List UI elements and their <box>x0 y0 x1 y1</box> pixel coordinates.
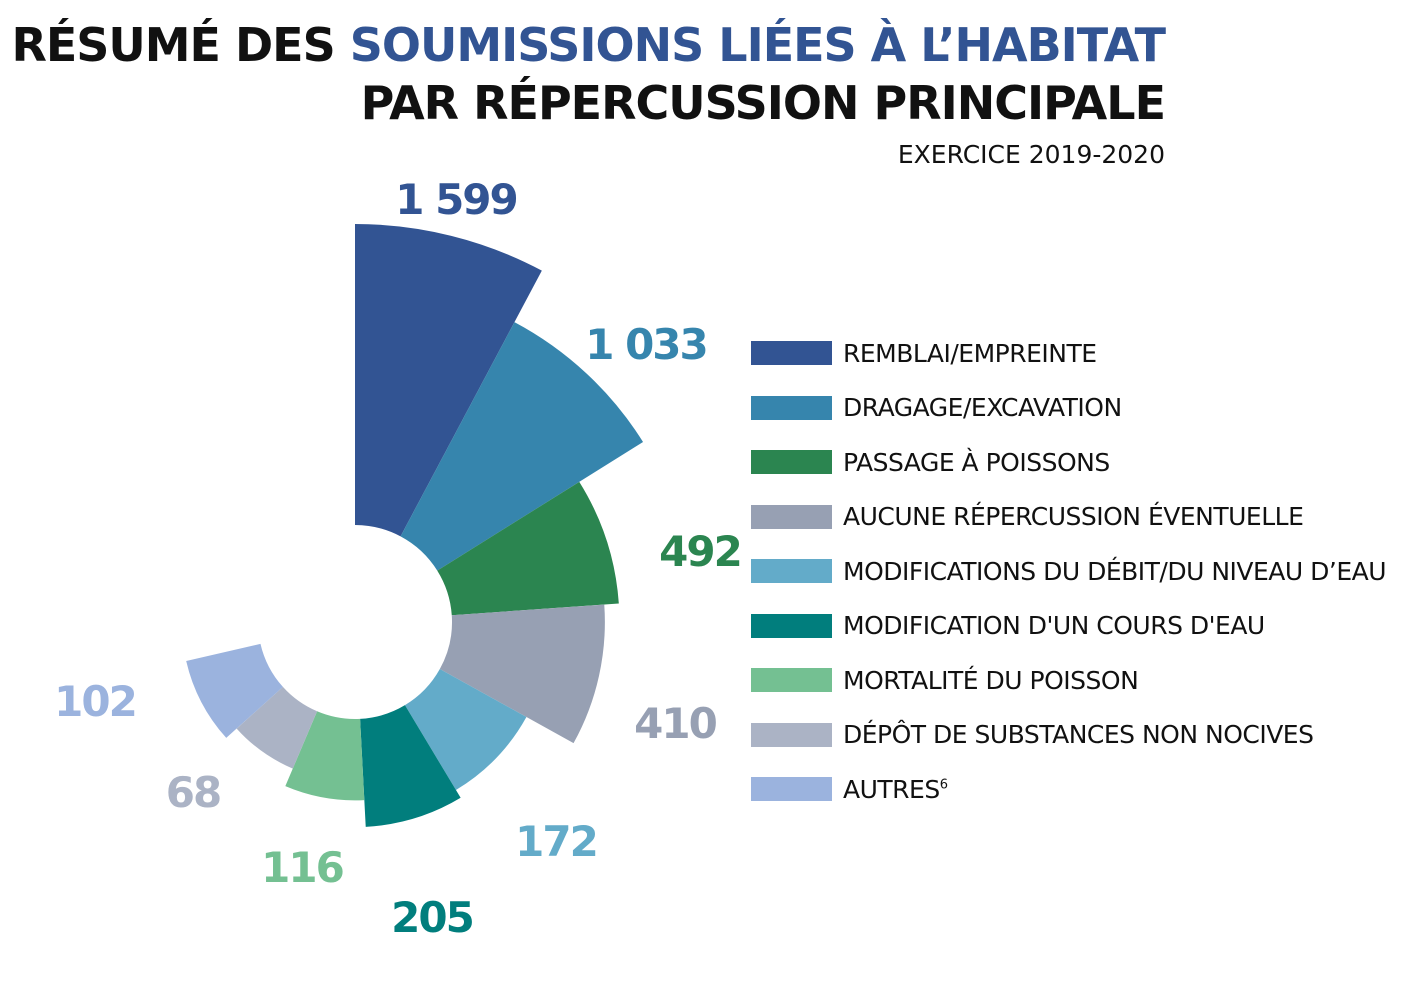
legend-label: AUCUNE RÉPERCUSSION ÉVENTUELLE <box>843 502 1304 532</box>
legend-swatch <box>751 559 832 584</box>
sector-remblai <box>355 224 542 537</box>
legend-label: PASSAGE À POISSONS <box>843 447 1110 477</box>
legend-item-dragage: DRAGAGE/EXCAVATION <box>751 381 1386 436</box>
sector-depot <box>236 686 318 769</box>
legend-label: MORTALITÉ DU POISSON <box>843 665 1139 695</box>
chart-subtitle: EXERCICE 2019-2020 <box>897 140 1165 169</box>
legend-label: MODIFICATIONS DU DÉBIT/DU NIVEAU D’EAU <box>843 556 1387 586</box>
sector-passage <box>437 481 619 616</box>
chart-legend: REMBLAI/EMPREINTE DRAGAGE/EXCAVATION PAS… <box>751 326 1387 817</box>
value-label-debit: 172 <box>515 817 597 866</box>
legend-item-autres: AUTRES6 <box>751 762 1386 817</box>
value-label-passage: 492 <box>659 527 741 576</box>
footnote-marker: 6 <box>939 777 948 793</box>
legend-swatch <box>751 722 832 747</box>
legend-swatch <box>751 395 832 420</box>
legend-swatch <box>751 613 832 638</box>
sector-dragage <box>400 322 644 571</box>
chart-value-labels: 1 599 1 033 492 410 172 205 116 68 102 <box>54 175 743 942</box>
title-highlight: SOUMISSIONS LIÉES À L’HABITAT <box>349 18 1166 72</box>
legend-item-debit: MODIFICATIONS DU DÉBIT/DU NIVEAU D’EAU <box>751 544 1387 599</box>
legend-item-cours-eau: MODIFICATION D'UN COURS D'EAU <box>751 599 1386 654</box>
value-label-dragage: 1 033 <box>585 320 707 369</box>
legend-label: MODIFICATION D'UN COURS D'EAU <box>843 611 1265 641</box>
legend-label: REMBLAI/EMPREINTE <box>843 338 1097 368</box>
legend-swatch <box>751 341 832 366</box>
sector-aucune <box>439 604 605 744</box>
value-label-depot: 68 <box>166 768 220 817</box>
legend-swatch <box>751 450 832 475</box>
sector-cours-eau <box>360 705 461 827</box>
title-part1: RÉSUMÉ DES <box>11 18 350 72</box>
legend-label: AUTRES6 <box>843 775 948 804</box>
value-label-mortalite: 116 <box>261 843 343 892</box>
legend-item-aucune: AUCUNE RÉPERCUSSION ÉVENTUELLE <box>751 490 1386 545</box>
legend-swatch <box>751 777 832 802</box>
legend-item-remblai: REMBLAI/EMPREINTE <box>751 326 1386 381</box>
legend-label: DÉPÔT DE SUBSTANCES NON NOCIVES <box>843 720 1314 750</box>
sector-debit <box>404 669 527 791</box>
legend-label-text: AUTRES <box>843 774 940 804</box>
legend-item-passage: PASSAGE À POISSONS <box>751 435 1386 490</box>
legend-label: DRAGAGE/EXCAVATION <box>843 393 1122 423</box>
chart-title-block: RÉSUMÉ DES SOUMISSIONS LIÉES À L’HABITAT… <box>11 16 1166 172</box>
sector-autres <box>186 643 283 738</box>
chart-title-line2: PAR RÉPERCUSSION PRINCIPALE <box>360 76 1166 130</box>
value-label-remblai: 1 599 <box>395 175 517 224</box>
chart-sectors <box>186 224 644 827</box>
chart-title-line1: RÉSUMÉ DES SOUMISSIONS LIÉES À L’HABITAT <box>11 16 1166 74</box>
value-label-cours-eau: 205 <box>391 893 473 942</box>
legend-item-mortalite: MORTALITÉ DU POISSON <box>751 653 1386 708</box>
legend-swatch <box>751 504 832 529</box>
value-label-autres: 102 <box>54 677 136 726</box>
sector-mortalite <box>285 711 365 801</box>
legend-swatch <box>751 668 832 693</box>
legend-item-depot: DÉPÔT DE SUBSTANCES NON NOCIVES <box>751 708 1386 763</box>
value-label-aucune: 410 <box>634 699 716 748</box>
